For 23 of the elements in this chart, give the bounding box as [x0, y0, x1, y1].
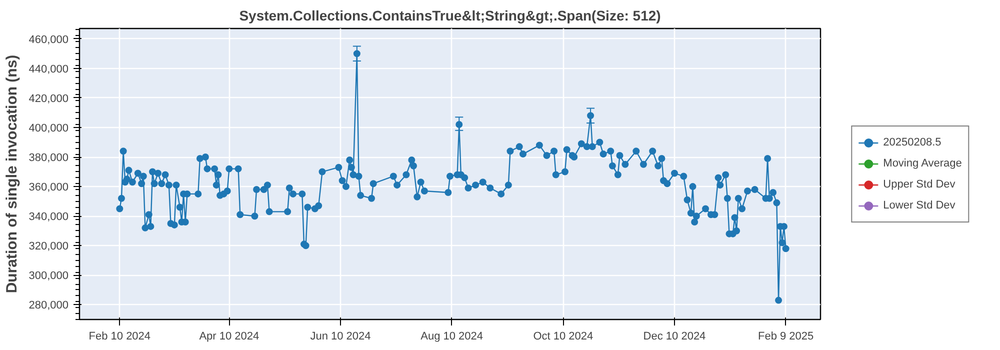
y-tick-label: 300,000	[28, 270, 69, 282]
y-tick-label: 420,000	[28, 92, 69, 105]
y-tick-label: 460,000	[28, 34, 69, 46]
legend-label: 20250208.5	[883, 136, 942, 148]
x-tick-label: Jun 10 2024	[310, 330, 371, 342]
y-tick-label: 400,000	[28, 122, 69, 134]
y-tick-label: 340,000	[28, 211, 69, 224]
legend-label: Upper Std Dev	[883, 178, 956, 190]
y-tick-label: 320,000	[28, 240, 69, 253]
x-tick-label: Aug 10 2024	[420, 330, 484, 342]
legend-label: Moving Average	[883, 157, 962, 169]
y-axis-title: Duration of single invocation (ns)	[4, 54, 21, 294]
y-tick-label: 380,000	[28, 152, 69, 164]
y-tick-label: 440,000	[28, 63, 69, 76]
chart-title: System.Collections.ContainsTrue&lt;String&gt;.Span(Size: 512)	[239, 8, 661, 24]
x-tick-label: Feb 9 2025	[758, 330, 814, 342]
y-tick-label: 360,000	[28, 182, 69, 194]
x-tick-label: Apr 10 2024	[199, 330, 260, 342]
x-tick-label: Oct 10 2024	[533, 330, 594, 342]
legend-label: Lower Std Dev	[883, 199, 956, 211]
y-tick-label: 280,000	[28, 300, 69, 312]
x-tick-label: Feb 10 2024	[88, 330, 151, 342]
x-tick-label: Dec 10 2024	[643, 330, 706, 342]
